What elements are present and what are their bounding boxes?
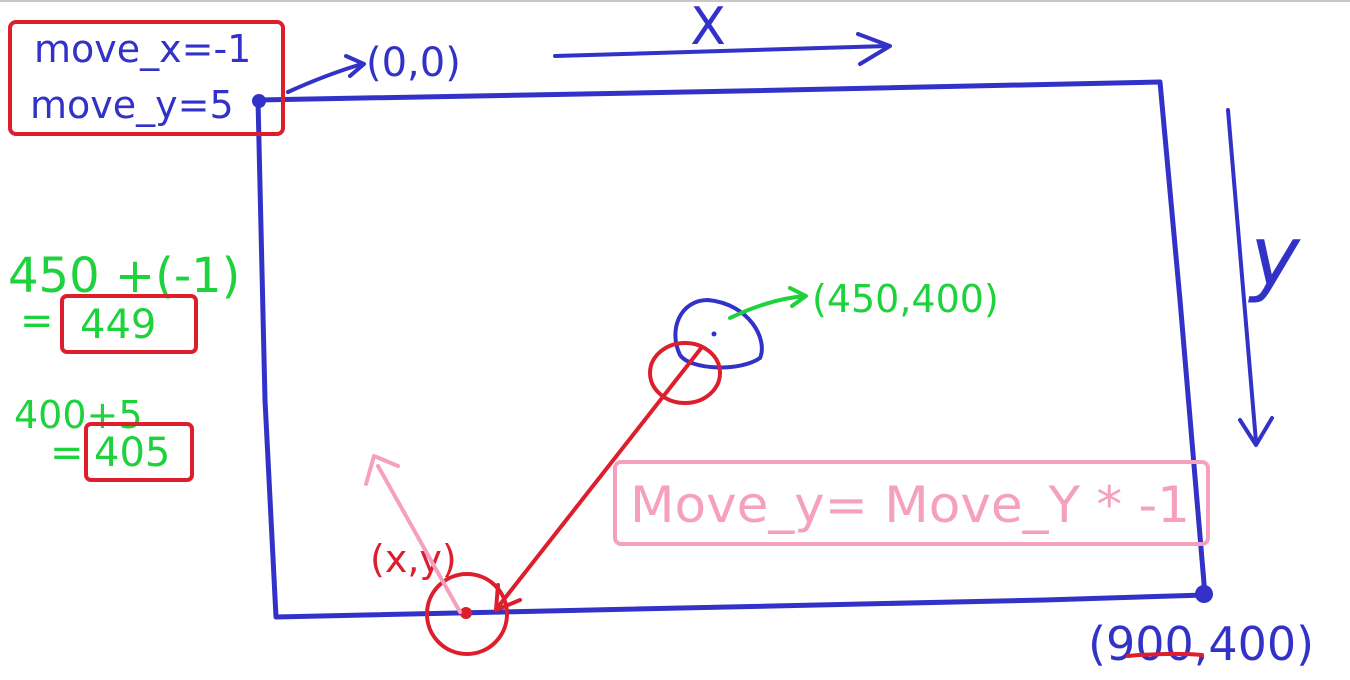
corner-underline: [1126, 651, 1204, 658]
move-x-value: move_x=-1: [34, 27, 251, 71]
new-y-result: 405: [94, 430, 170, 476]
top-border: [0, 0, 1350, 2]
bounce-formula: Move_y= Move_Y * -1: [630, 476, 1190, 534]
trajectory-line: [494, 345, 704, 612]
origin-dot: [252, 94, 266, 108]
formula-box: [613, 460, 1210, 546]
move-values-box: [8, 20, 285, 136]
new-y-expression: 400+5: [14, 393, 143, 437]
bounce-arrow: [364, 454, 462, 614]
new-y-equals: =: [50, 430, 84, 476]
collision-circle: [425, 572, 509, 656]
y-axis-label: y: [1247, 207, 1301, 305]
y-axis-arrow: [1226, 108, 1274, 447]
ball-center-dot: [711, 331, 717, 337]
corner-label: (900,400): [1088, 617, 1314, 671]
ball-center-label: (450,400): [812, 277, 999, 321]
x-axis-label: X: [690, 0, 726, 57]
origin-pointer-arrow: [286, 54, 366, 94]
corner-dot: [1195, 585, 1213, 603]
new-y-result-box: [84, 422, 194, 482]
ball-label-pointer: [728, 286, 808, 320]
move-y-value: move_y=5: [30, 83, 234, 127]
new-x-equals: =: [20, 298, 54, 344]
collision-point-dot: [460, 607, 472, 619]
x-axis-arrow: [553, 32, 892, 66]
new-x-result-box: [60, 294, 198, 354]
new-x-result: 449: [80, 302, 156, 348]
start-position-circle: [648, 341, 722, 405]
origin-label: (0,0): [366, 40, 461, 86]
collision-point-label: (x,y): [370, 537, 457, 581]
